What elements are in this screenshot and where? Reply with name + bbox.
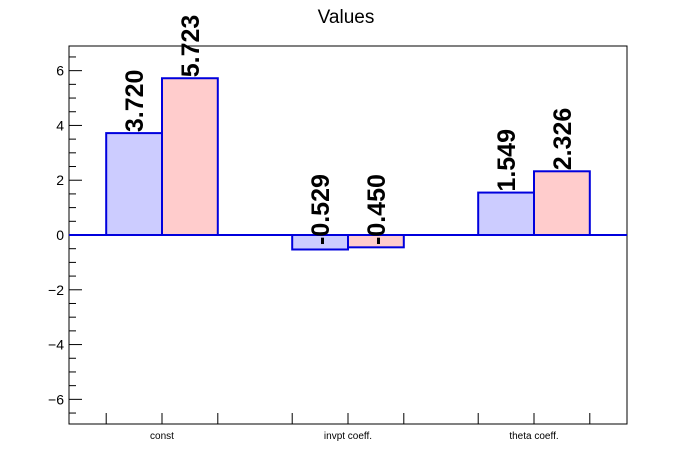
bar: [477, 191, 536, 237]
y-tick-label: −6: [48, 391, 64, 407]
data-label: -0.450: [363, 174, 391, 245]
y-tick-label: 6: [56, 63, 64, 79]
category-label: invpt coeff.: [324, 431, 372, 442]
chart-title: Values: [318, 7, 375, 28]
data-label: 2.326: [549, 108, 577, 171]
bar: [161, 77, 219, 236]
y-tick-label: −2: [48, 282, 64, 298]
category-label: theta coeff.: [509, 431, 558, 442]
y-tick-label: 4: [56, 117, 64, 133]
plot-area: −6 −4 −2 0 2 4 6 3.720 -0.529 1.549 5.723 -0.450 2.3…: [48, 15, 628, 442]
data-label: 5.723: [177, 15, 205, 78]
y-tick-label: 0: [56, 227, 64, 243]
y-tick-label: −4: [48, 337, 64, 353]
data-label: 3.720: [121, 70, 149, 133]
y-tick-label: 2: [56, 172, 64, 188]
bar: [533, 170, 591, 236]
category-label: const: [150, 431, 174, 442]
data-label: -0.529: [307, 174, 335, 245]
data-label: 1.549: [493, 129, 521, 192]
bar: [105, 132, 163, 237]
